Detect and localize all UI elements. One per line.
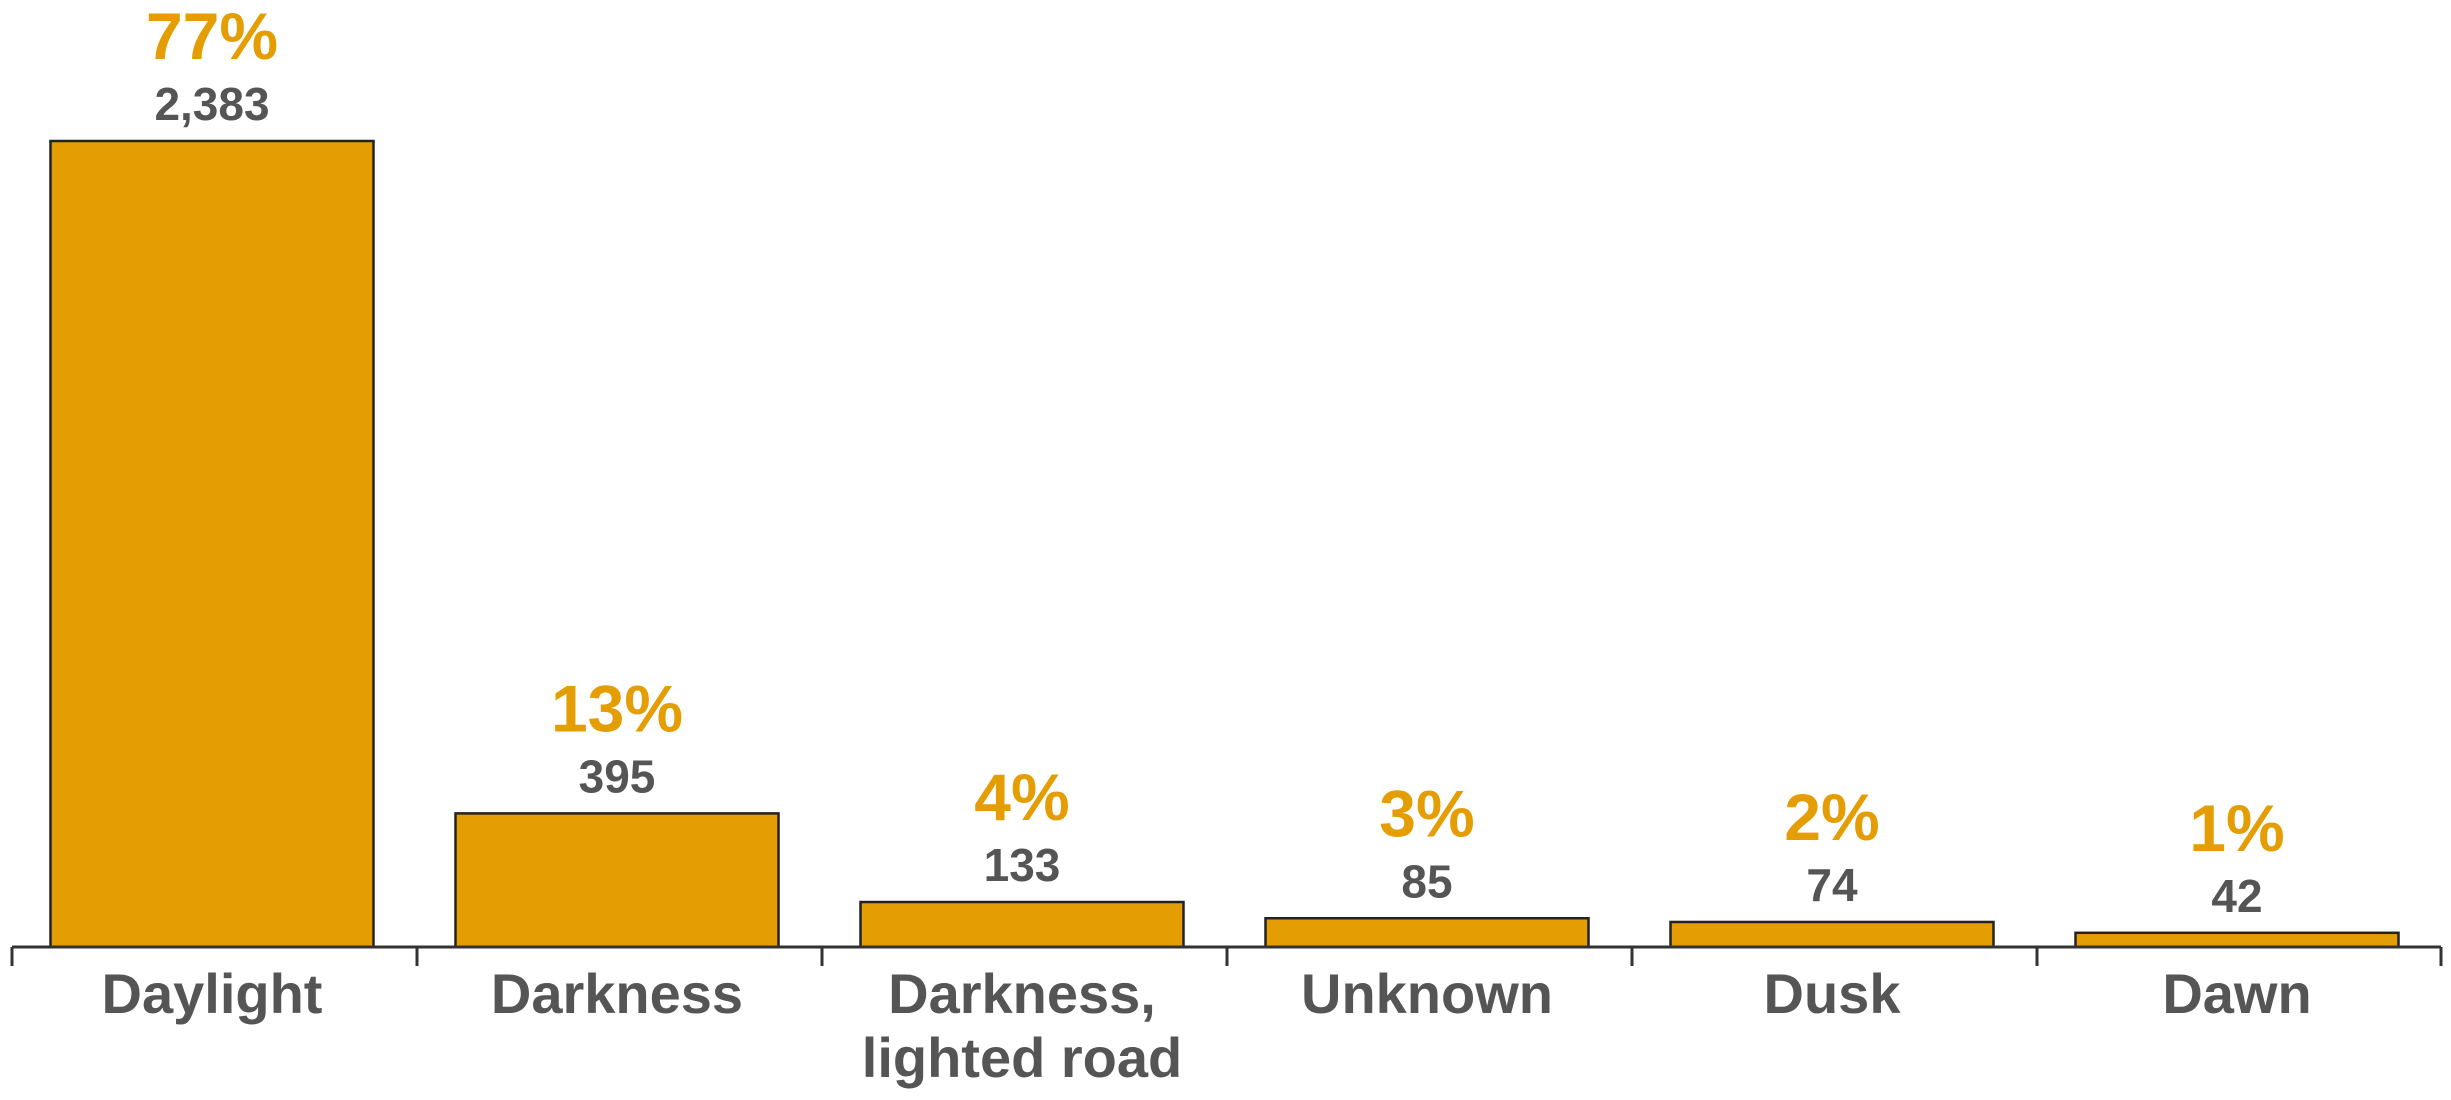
percent-label-dusk: 2% <box>1784 780 1879 854</box>
category-label-darkness-lighted-road: Darkness, lighted road <box>862 962 1182 1089</box>
value-label-darkness-lighted-road: 133 <box>984 839 1061 891</box>
category-label-unknown: Unknown <box>1301 962 1553 1025</box>
category-label-line: Daylight <box>102 962 323 1025</box>
percent-label-darkness: 13% <box>551 671 683 745</box>
percent-label-darkness-lighted-road: 4% <box>974 760 1069 834</box>
category-label-line: lighted road <box>862 1026 1182 1089</box>
category-label-line: Darkness <box>491 962 743 1025</box>
bar-dusk <box>1669 920 1995 949</box>
x-axis <box>10 945 2443 966</box>
percent-label-dawn: 1% <box>2189 791 2284 865</box>
bars-layer <box>49 139 2400 949</box>
bar-dawn <box>2074 931 2400 949</box>
category-label-line: Unknown <box>1301 962 1553 1025</box>
value-label-dusk: 74 <box>1806 859 1858 911</box>
value-label-darkness: 395 <box>579 750 656 802</box>
category-label-dusk: Dusk <box>1764 962 1902 1025</box>
bar-unknown <box>1264 917 1590 949</box>
percent-label-unknown: 3% <box>1379 776 1474 850</box>
category-label-dawn: Dawn <box>2162 962 2311 1025</box>
category-label-line: Dusk <box>1764 962 1902 1025</box>
category-label-line: Dawn <box>2162 962 2311 1025</box>
bar-daylight <box>49 139 375 949</box>
value-label-unknown: 85 <box>1401 855 1452 907</box>
category-label-line: Darkness, <box>888 962 1156 1025</box>
value-label-dawn: 42 <box>2211 870 2262 922</box>
category-label-darkness: Darkness <box>491 962 743 1025</box>
bar-darkness-lighted-road <box>859 900 1185 949</box>
value-label-daylight: 2,383 <box>154 78 269 130</box>
bar-darkness <box>454 812 780 949</box>
category-label-daylight: Daylight <box>102 962 323 1025</box>
percent-label-daylight: 77% <box>146 0 278 73</box>
